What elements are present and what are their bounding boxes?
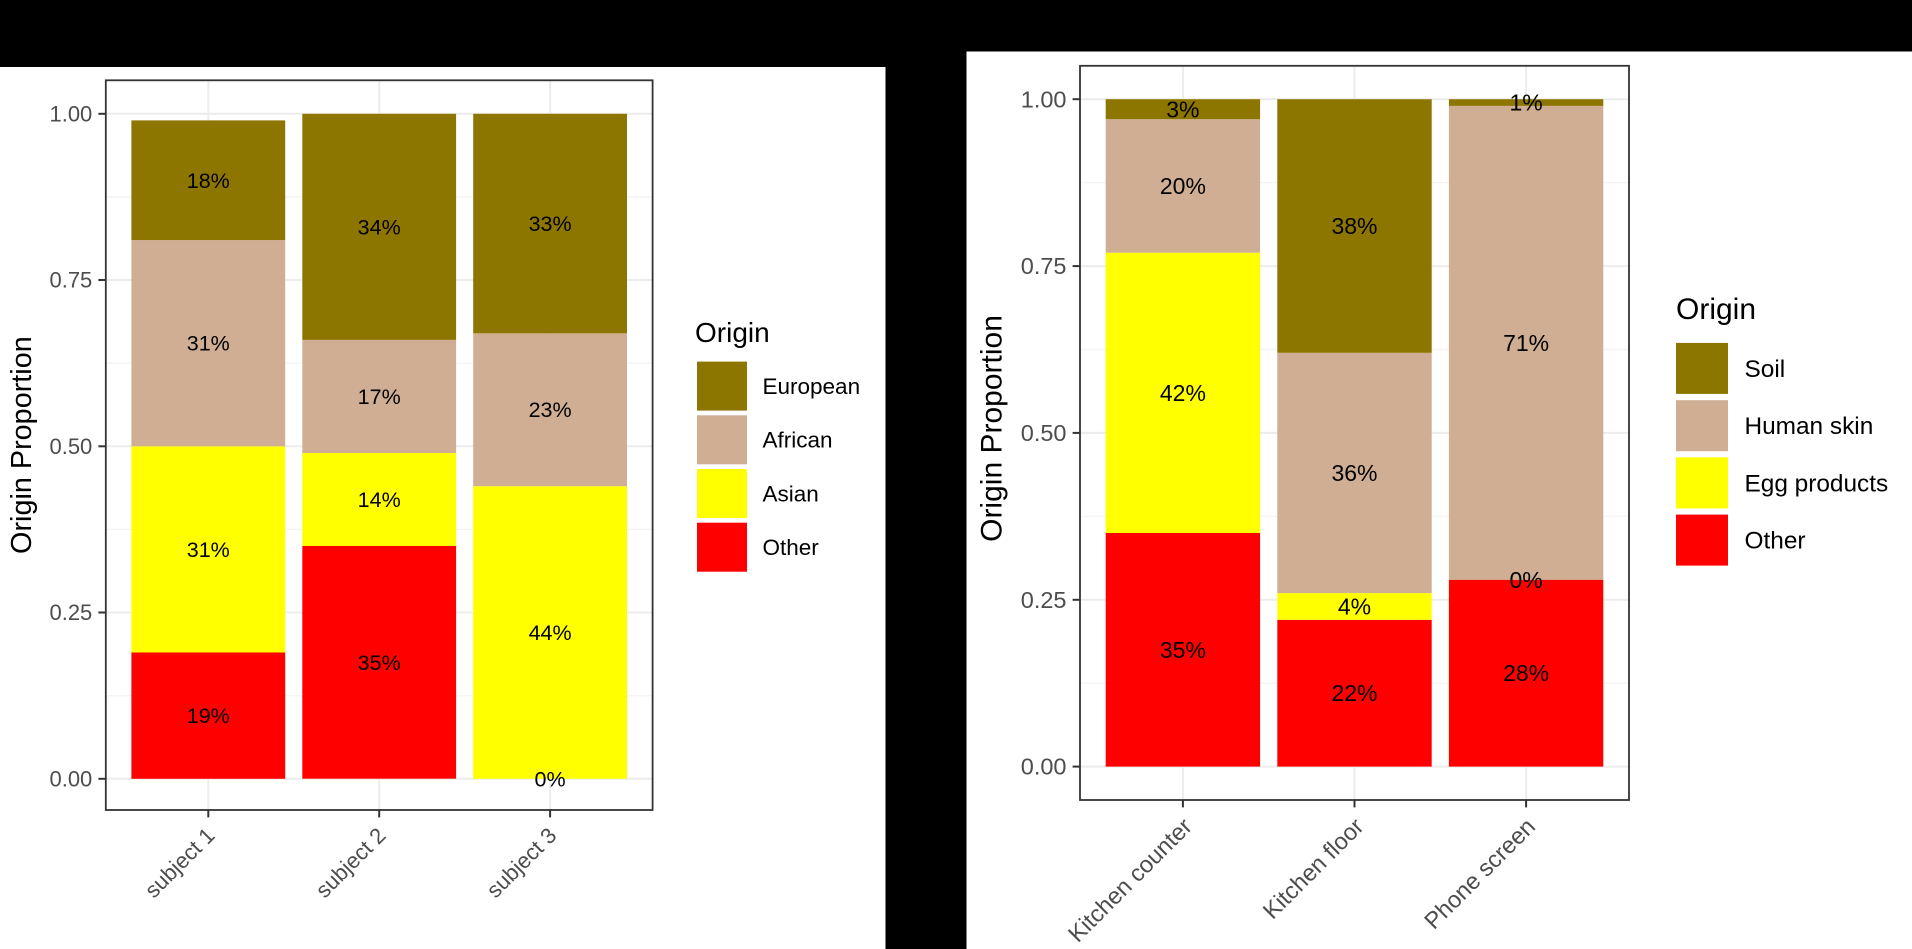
svg-text:0.25: 0.25 — [49, 600, 92, 625]
svg-text:4%: 4% — [1338, 594, 1371, 620]
svg-text:European: European — [763, 374, 861, 399]
svg-text:Egg products: Egg products — [1745, 470, 1889, 497]
svg-text:Other: Other — [1745, 528, 1806, 555]
svg-text:0%: 0% — [535, 767, 566, 791]
svg-text:0.50: 0.50 — [49, 434, 92, 459]
svg-text:3%: 3% — [1166, 96, 1199, 122]
svg-text:1%: 1% — [1509, 90, 1542, 116]
svg-text:0.75: 0.75 — [49, 268, 92, 293]
svg-text:33%: 33% — [529, 212, 572, 236]
svg-text:34%: 34% — [358, 215, 401, 239]
svg-text:19%: 19% — [187, 704, 230, 728]
svg-text:African: African — [763, 428, 833, 453]
svg-text:71%: 71% — [1503, 330, 1549, 356]
svg-text:20%: 20% — [1160, 173, 1206, 199]
svg-text:38%: 38% — [1331, 213, 1377, 239]
svg-text:Soil: Soil — [1745, 356, 1786, 383]
svg-text:36%: 36% — [1331, 460, 1377, 486]
svg-text:31%: 31% — [187, 538, 230, 562]
svg-text:18%: 18% — [187, 169, 230, 193]
svg-text:0.50: 0.50 — [1021, 420, 1067, 446]
svg-text:35%: 35% — [1160, 637, 1206, 663]
svg-text:31%: 31% — [187, 332, 230, 356]
svg-text:0.00: 0.00 — [1021, 754, 1067, 780]
svg-text:Asian: Asian — [763, 481, 819, 506]
svg-text:1.00: 1.00 — [49, 101, 92, 126]
svg-text:0%: 0% — [1509, 567, 1542, 593]
svg-text:1.00: 1.00 — [1021, 86, 1067, 112]
svg-text:0.00: 0.00 — [49, 766, 92, 791]
svg-text:35%: 35% — [358, 651, 401, 675]
svg-text:Human skin: Human skin — [1745, 413, 1874, 440]
svg-text:Origin: Origin — [695, 317, 770, 348]
svg-text:44%: 44% — [529, 621, 572, 645]
svg-text:Other: Other — [763, 535, 820, 560]
svg-text:22%: 22% — [1331, 680, 1377, 706]
svg-text:Origin Proportion: Origin Proportion — [6, 336, 38, 554]
svg-text:0.75: 0.75 — [1021, 253, 1067, 279]
svg-text:23%: 23% — [529, 398, 572, 422]
svg-text:0.25: 0.25 — [1021, 587, 1067, 613]
svg-text:Origin: Origin — [1676, 293, 1756, 326]
svg-text:Origin Proportion: Origin Proportion — [976, 315, 1009, 542]
svg-text:28%: 28% — [1503, 660, 1549, 686]
svg-text:17%: 17% — [358, 385, 401, 409]
svg-text:42%: 42% — [1160, 380, 1206, 406]
svg-text:14%: 14% — [358, 488, 401, 512]
